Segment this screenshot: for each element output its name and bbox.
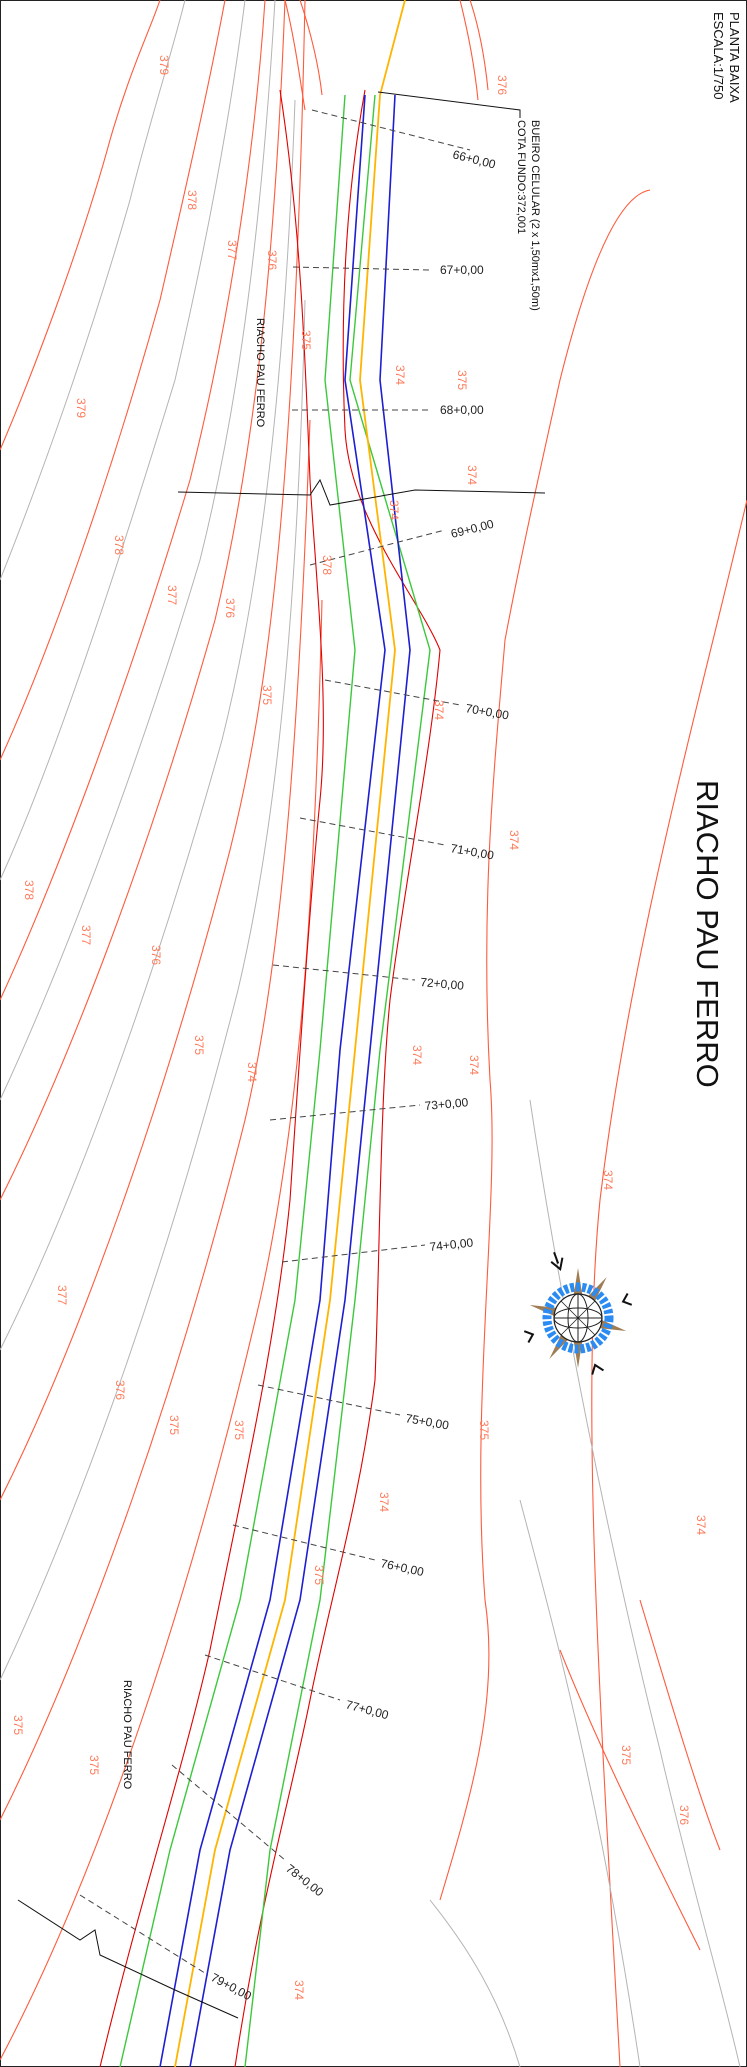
culvert-note-line1: BUEIRO CELULAR (2 x 1,50mx1,50m) [529, 120, 541, 311]
section-cut-lower [17, 1899, 239, 2019]
contour-label: 374 [245, 1062, 259, 1082]
river-name-labels: RIACHO PAU FERRO RIACHO PAU FERRO RIACHO… [121, 318, 725, 1790]
culvert-note-line2: COTA FUNDO:372,001 [515, 120, 527, 234]
contour-label: 374 [292, 1980, 306, 2000]
contour-label: 375 [11, 1715, 25, 1735]
contour-label: 376 [677, 1805, 691, 1825]
contour-label: 375 [167, 1415, 181, 1435]
contour-label: 376 [149, 945, 163, 965]
contour-label: 377 [55, 1285, 69, 1305]
station-label: 72+0,00 [420, 975, 465, 993]
river-main-label: RIACHO PAU FERRO [690, 780, 725, 1088]
contour-label: 376 [495, 75, 509, 95]
view-title: PLANTA BAIXA [727, 12, 742, 103]
station-label: 67+0,00 [440, 263, 484, 277]
contour-label: 375 [455, 370, 469, 390]
contour-label: 377 [79, 925, 93, 945]
station-label: 68+0,00 [440, 403, 484, 417]
contour-labels: 379 378 377 376 375 374 376 375 374 379 … [11, 55, 708, 2000]
contour-label: 379 [157, 55, 171, 75]
contour-label: 378 [112, 535, 126, 555]
culvert-note: BUEIRO CELULAR (2 x 1,50mx1,50m) COTA FU… [377, 91, 541, 311]
contour-label: 377 [165, 585, 179, 605]
contour-label: 376 [113, 1380, 127, 1400]
contour-label: 375 [619, 1745, 633, 1765]
contour-label: 374 [467, 1055, 481, 1075]
station-lines [79, 109, 471, 1976]
contour-label: 375 [232, 1420, 246, 1440]
contour-label: 374 [694, 1515, 708, 1535]
contour-label: 378 [185, 190, 199, 210]
contour-label: 375 [192, 1035, 206, 1055]
title-block: PLANTA BAIXA ESCALA:1/750 [711, 12, 742, 103]
station-label: 73+0,00 [424, 1095, 469, 1113]
contour-label: 376 [265, 250, 279, 270]
contour-label: 375 [87, 1755, 101, 1775]
contour-label: 375 [299, 330, 313, 350]
contour-label: 376 [223, 598, 237, 618]
compass-rose-icon [523, 1251, 633, 1375]
contour-label: 379 [74, 398, 88, 418]
contour-label: 374 [465, 465, 479, 485]
contour-label: 378 [320, 555, 334, 575]
contour-label: 374 [377, 1492, 391, 1512]
contour-label: 375 [312, 1565, 326, 1585]
contour-label: 378 [22, 880, 36, 900]
channel-alignment [119, 0, 431, 2067]
contour-label: 375 [260, 685, 274, 705]
contour-label: 374 [393, 365, 407, 385]
scale-label: ESCALA:1/750 [711, 12, 726, 99]
station-label: 74+0,00 [429, 1235, 474, 1254]
river-banks [99, 89, 441, 2067]
contour-label: 375 [477, 1420, 491, 1440]
contour-label: 374 [507, 830, 521, 850]
contour-label: 374 [432, 700, 446, 720]
contour-label: 374 [410, 1045, 424, 1065]
contour-label: 377 [225, 240, 239, 260]
river-label-upper: RIACHO PAU FERRO [254, 318, 266, 428]
contour-label: 374 [601, 1170, 615, 1190]
section-cut-upper [177, 478, 546, 506]
contour-label: 374 [387, 500, 401, 520]
river-label-lower: RIACHO PAU FERRO [121, 1680, 133, 1790]
